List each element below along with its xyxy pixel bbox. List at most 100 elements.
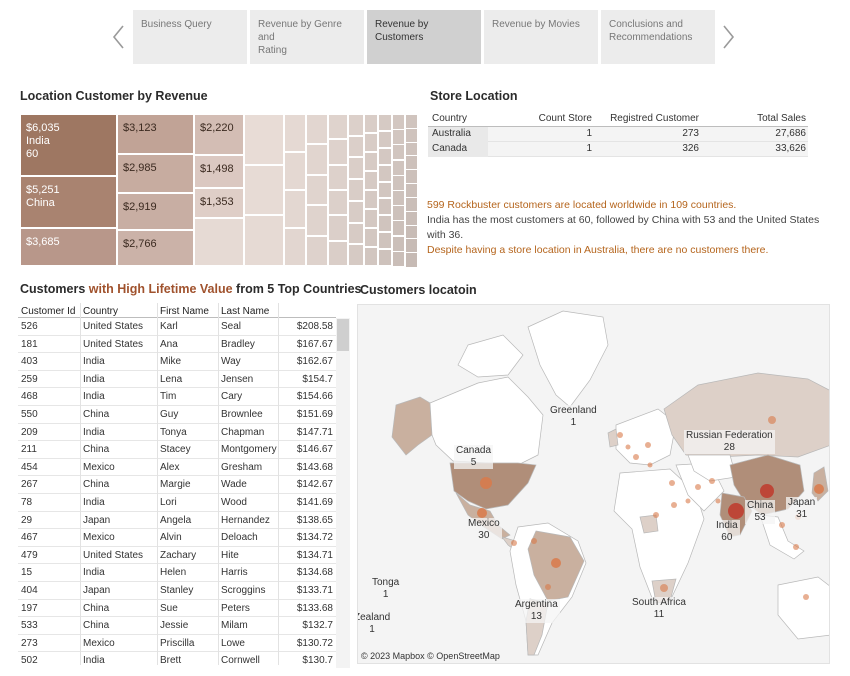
treemap-tile[interactable]: $1,353: [194, 188, 244, 218]
scrollbar-thumb[interactable]: [337, 319, 349, 351]
treemap-tile[interactable]: [348, 135, 364, 158]
treemap-tile[interactable]: [378, 215, 392, 233]
treemap-tile[interactable]: [364, 190, 378, 209]
treemap-tile[interactable]: [284, 152, 306, 190]
treemap-tile[interactable]: [348, 179, 364, 201]
treemap-tile[interactable]: [392, 114, 405, 130]
treemap-tile[interactable]: $2,919: [117, 193, 194, 230]
customers-location-map[interactable]: Greenland 1 Canada 5 Russian Federation 28 Mex…: [357, 304, 830, 664]
treemap-tile[interactable]: [392, 190, 405, 206]
customer-dot[interactable]: [480, 477, 492, 489]
treemap-tile[interactable]: [378, 130, 392, 148]
treemap-tile[interactable]: [348, 222, 364, 245]
customer-dot[interactable]: [803, 594, 809, 600]
treemap-tile[interactable]: [378, 181, 392, 199]
treemap-tile[interactable]: [328, 114, 348, 140]
table-row[interactable]: 502 India Brett Cornwell $130.7: [18, 652, 336, 665]
table-row[interactable]: 454 Mexico Alex Gresham $143.68: [18, 459, 336, 477]
treemap-tile[interactable]: [306, 114, 328, 145]
treemap-tile[interactable]: [392, 174, 405, 191]
customer-dot[interactable]: [660, 584, 668, 592]
treemap-tile[interactable]: [194, 218, 244, 266]
customer-dot[interactable]: [685, 498, 691, 504]
table-row[interactable]: 550 China Guy Brownlee $151.69: [18, 406, 336, 424]
treemap-tile[interactable]: [328, 139, 348, 165]
treemap-tile[interactable]: [364, 114, 378, 133]
treemap-tile[interactable]: [392, 144, 405, 161]
treemap-tile[interactable]: [306, 174, 328, 206]
treemap-tile[interactable]: $1,498: [194, 155, 244, 188]
table-row[interactable]: 259 India Lena Jensen $154.7: [18, 371, 336, 389]
treemap-tile[interactable]: [392, 205, 405, 222]
treemap-tile[interactable]: [306, 144, 328, 175]
customer-dot[interactable]: [695, 484, 701, 490]
previous-story-point-button[interactable]: [108, 22, 130, 52]
customer-dot[interactable]: [653, 512, 659, 518]
next-story-point-button[interactable]: [717, 22, 739, 52]
customers-table-scrollbar[interactable]: [336, 318, 350, 668]
treemap-tile[interactable]: [392, 250, 405, 267]
treemap-tile[interactable]: $3,685: [20, 228, 117, 266]
tab-revenue-by-movies[interactable]: Revenue by Movies: [484, 10, 598, 64]
treemap-tile[interactable]: [328, 240, 348, 266]
treemap-tile[interactable]: [306, 205, 328, 236]
treemap-tile[interactable]: [378, 198, 392, 216]
customer-dot[interactable]: [814, 484, 824, 494]
treemap-tile[interactable]: [364, 133, 378, 152]
treemap-tile[interactable]: [364, 247, 378, 266]
treemap-tile[interactable]: [364, 209, 378, 228]
table-row[interactable]: 467 Mexico Alvin Deloach $134.72: [18, 529, 336, 547]
customer-dot[interactable]: [760, 484, 774, 498]
table-row[interactable]: 209 India Tonya Chapman $147.71: [18, 424, 336, 442]
treemap-tile[interactable]: [328, 215, 348, 241]
customer-dot[interactable]: [669, 480, 675, 486]
customer-dot[interactable]: [625, 444, 631, 450]
table-row[interactable]: 15 India Helen Harris $134.68: [18, 564, 336, 582]
table-row[interactable]: 181 United States Ana Bradley $167.67: [18, 336, 336, 354]
treemap-tile[interactable]: [284, 114, 306, 152]
treemap-tile[interactable]: [378, 164, 392, 182]
table-row[interactable]: 403 India Mike Way $162.67: [18, 353, 336, 371]
treemap-tile[interactable]: [378, 232, 392, 250]
table-row[interactable]: 29 Japan Angela Hernandez $138.65: [18, 512, 336, 530]
table-row[interactable]: 468 India Tim Cary $154.66: [18, 388, 336, 406]
treemap-tile[interactable]: [348, 157, 364, 180]
table-row[interactable]: 479 United States Zachary Hite $134.71: [18, 547, 336, 565]
treemap-tile-india[interactable]: $6,035 India 60: [20, 114, 117, 176]
treemap-tile[interactable]: [392, 220, 405, 237]
treemap-tile[interactable]: [328, 190, 348, 216]
customer-dot[interactable]: [545, 584, 551, 590]
table-row[interactable]: Australia 1 273 27,686: [428, 127, 808, 142]
customer-dot[interactable]: [617, 432, 623, 438]
table-row[interactable]: 211 China Stacey Montgomery $146.67: [18, 441, 336, 459]
customer-dot[interactable]: [671, 502, 677, 508]
customer-dot[interactable]: [531, 538, 537, 544]
table-row[interactable]: 526 United States Karl Seal $208.58: [18, 318, 336, 336]
table-row[interactable]: 533 China Jessie Milam $132.7: [18, 617, 336, 635]
treemap-tile[interactable]: [378, 114, 392, 131]
table-row[interactable]: 197 China Sue Peters $133.68: [18, 600, 336, 618]
customer-dot[interactable]: [779, 522, 785, 528]
treemap-tile[interactable]: [244, 215, 284, 266]
table-row[interactable]: 267 China Margie Wade $142.67: [18, 476, 336, 494]
table-row[interactable]: 273 Mexico Priscilla Lowe $130.72: [18, 635, 336, 653]
customer-dot[interactable]: [633, 454, 639, 460]
treemap-tile[interactable]: [306, 235, 328, 266]
treemap-tile[interactable]: [392, 129, 405, 146]
treemap-tile[interactable]: [244, 164, 284, 216]
table-row[interactable]: 404 Japan Stanley Scroggins $133.71: [18, 582, 336, 600]
treemap-tile[interactable]: [284, 190, 306, 228]
treemap-tile[interactable]: [378, 147, 392, 165]
treemap-tile-china[interactable]: $5,251 China: [20, 176, 117, 228]
customer-dot[interactable]: [709, 478, 715, 484]
customer-dot[interactable]: [647, 462, 653, 468]
treemap-tile[interactable]: $3,123: [117, 114, 194, 154]
customer-dot[interactable]: [728, 503, 744, 519]
treemap-tile[interactable]: $2,220: [194, 114, 244, 155]
treemap-tile[interactable]: $2,985: [117, 154, 194, 193]
customer-dot[interactable]: [551, 558, 561, 568]
treemap-tile[interactable]: [392, 235, 405, 252]
treemap-tile[interactable]: [364, 228, 378, 247]
treemap-tile[interactable]: [364, 171, 378, 190]
tab-conclusions-and-recommendations[interactable]: Conclusions and Recommendations: [601, 10, 715, 64]
